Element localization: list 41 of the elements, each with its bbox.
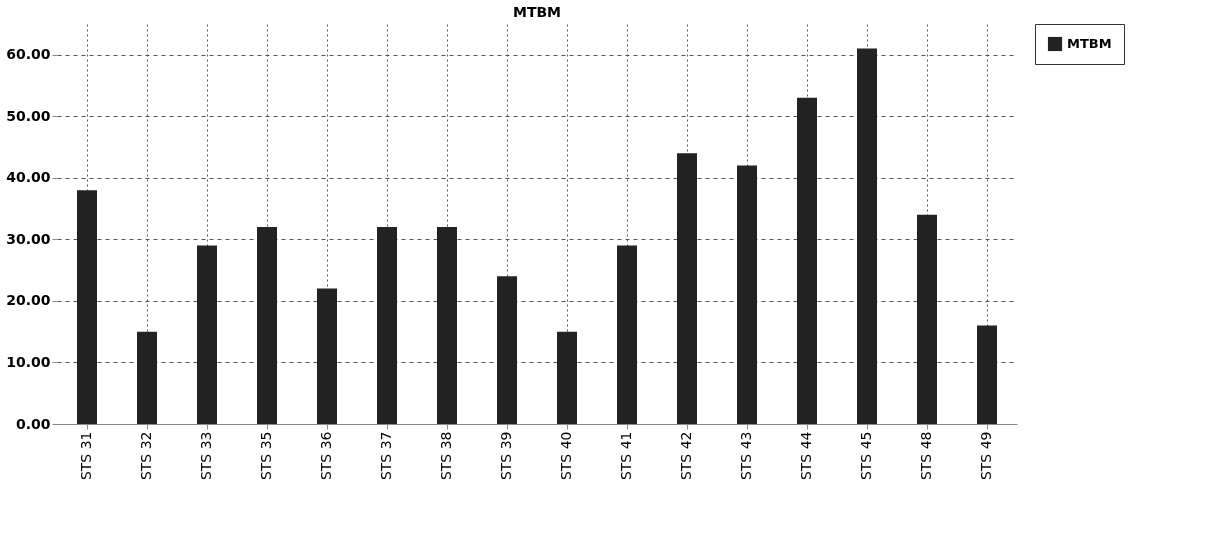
x-tick-label: STS 31 bbox=[78, 431, 94, 481]
x-tick-label: STS 40 bbox=[558, 431, 574, 481]
bar bbox=[797, 97, 817, 424]
y-tick-label: 40.00 bbox=[6, 169, 51, 186]
x-tick-label: STS 37 bbox=[378, 431, 394, 481]
bar bbox=[77, 190, 97, 424]
y-tick-label: 60.00 bbox=[6, 46, 51, 63]
x-tick-label: STS 42 bbox=[678, 431, 694, 481]
x-tick-label: STS 48 bbox=[918, 431, 934, 481]
x-tick-label: STS 49 bbox=[978, 431, 994, 481]
y-tick-label: 50.00 bbox=[6, 107, 51, 124]
bar bbox=[497, 276, 517, 424]
bar bbox=[197, 245, 217, 424]
bar bbox=[257, 227, 277, 424]
x-tick-label: STS 44 bbox=[798, 431, 814, 481]
bar bbox=[137, 331, 157, 424]
bar bbox=[317, 288, 337, 424]
chart-title: MTBM bbox=[512, 3, 562, 20]
legend-label: MTBM bbox=[1067, 36, 1112, 51]
bar bbox=[437, 227, 457, 424]
x-tick-label: STS 43 bbox=[738, 431, 754, 481]
x-tick-label: STS 32 bbox=[138, 431, 154, 481]
y-tick-label: 30.00 bbox=[6, 230, 51, 247]
x-tick-label: STS 41 bbox=[618, 431, 634, 481]
bar bbox=[977, 325, 997, 424]
bar bbox=[557, 331, 577, 424]
x-tick-label: STS 36 bbox=[318, 431, 334, 481]
x-tick-label: STS 39 bbox=[498, 431, 514, 481]
y-tick-label: 0.00 bbox=[15, 415, 51, 432]
bar bbox=[857, 48, 877, 424]
x-tick-label: STS 38 bbox=[438, 431, 454, 481]
y-tick-label: 20.00 bbox=[6, 292, 51, 309]
x-tick-label: STS 33 bbox=[198, 431, 214, 481]
bar bbox=[917, 214, 937, 424]
bar bbox=[677, 153, 697, 424]
x-tick-label: STS 45 bbox=[858, 431, 874, 481]
bar bbox=[377, 227, 397, 424]
bar bbox=[737, 165, 757, 424]
bar bbox=[617, 245, 637, 424]
x-tick-label: STS 35 bbox=[258, 431, 274, 481]
y-tick-label: 10.00 bbox=[6, 353, 51, 370]
